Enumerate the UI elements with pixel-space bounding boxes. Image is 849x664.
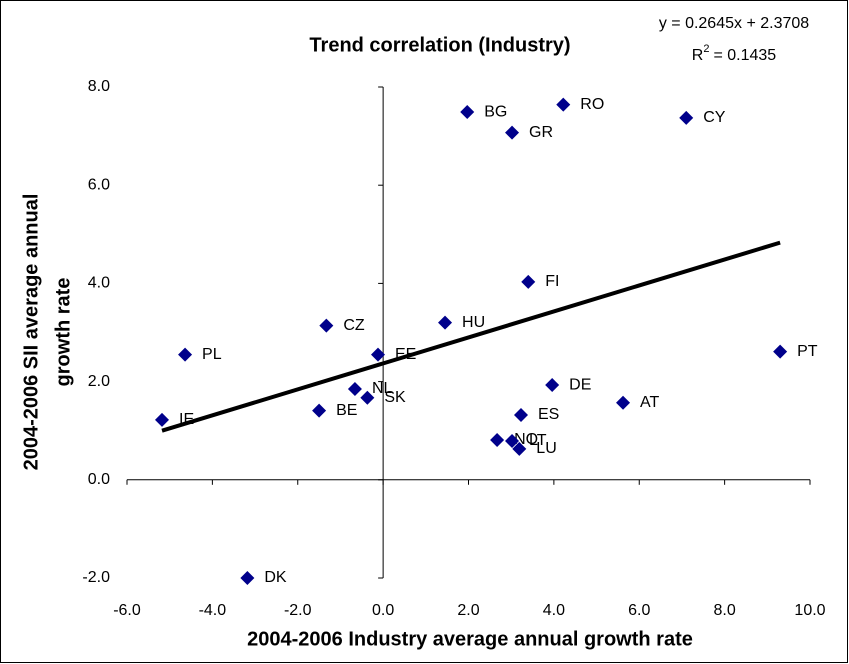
point [438, 315, 453, 330]
y-axis-title: 2004-2006 SII average annual [20, 194, 42, 471]
point [514, 407, 529, 422]
point [505, 434, 520, 449]
y-tick-label: 2.0 [88, 373, 110, 390]
point-label: CY [703, 109, 726, 126]
y-tick-label: 4.0 [88, 275, 110, 292]
x-tick-label: -2.0 [284, 602, 312, 619]
trend-equation: y = 0.2645x + 2.3708 [659, 15, 809, 32]
point-label: ES [538, 406, 559, 423]
trend-line [161, 240, 781, 433]
point-label: CZ [343, 317, 365, 334]
point [312, 403, 327, 418]
x-tick-label: 10.0 [794, 602, 825, 619]
x-tick-label: 0.0 [372, 602, 394, 619]
point-label: PT [797, 343, 818, 360]
r2-symbol: R [692, 47, 704, 64]
point-label: DE [569, 376, 591, 393]
r-squared: R2 = 0.1435 [692, 43, 777, 64]
point-label: NL [372, 380, 393, 397]
x-tick-label: 2.0 [457, 602, 479, 619]
chart-title: Trend correlation (Industry) [309, 34, 570, 56]
point-label: GR [529, 124, 553, 141]
x-tick-label: -4.0 [199, 602, 227, 619]
y-tick-label: 6.0 [88, 176, 110, 193]
point-label: SK [384, 389, 406, 406]
point [521, 274, 536, 289]
point [545, 378, 560, 393]
x-tick-label: 6.0 [628, 602, 650, 619]
point [347, 381, 362, 396]
x-tick-label: 8.0 [714, 602, 736, 619]
point-label: PL [202, 346, 222, 363]
point-label: AT [640, 394, 659, 411]
x-tick-label: -6.0 [113, 602, 141, 619]
point-label: DK [264, 569, 287, 586]
x-axis-title: 2004-2006 Industry average annual growth… [247, 628, 693, 650]
point [371, 347, 386, 362]
point-label: RO [580, 96, 604, 113]
point [319, 318, 334, 333]
point [679, 110, 694, 125]
point-label: LT [529, 432, 547, 449]
point [616, 395, 631, 410]
r2-text: = 0.1435 [713, 47, 776, 64]
y-tick-label: 0.0 [88, 471, 110, 488]
point-label: BG [484, 103, 507, 120]
point [178, 347, 193, 362]
point-label: HU [462, 314, 485, 331]
point [490, 433, 505, 448]
point-label: FI [545, 273, 559, 290]
y-tick-label: 8.0 [88, 78, 110, 95]
r2-sup: 2 [703, 43, 709, 55]
point [512, 441, 527, 456]
point [360, 390, 375, 405]
point [460, 105, 475, 120]
y-tick-label: -2.0 [82, 569, 110, 586]
point [505, 125, 520, 140]
x-tick-label: 4.0 [543, 602, 565, 619]
point [773, 344, 788, 359]
point [155, 412, 170, 427]
y-axis-title: growth rate [52, 278, 74, 387]
point [556, 97, 571, 112]
point-label: LU [536, 440, 556, 457]
point-label: BE [336, 402, 357, 419]
point [240, 571, 255, 585]
